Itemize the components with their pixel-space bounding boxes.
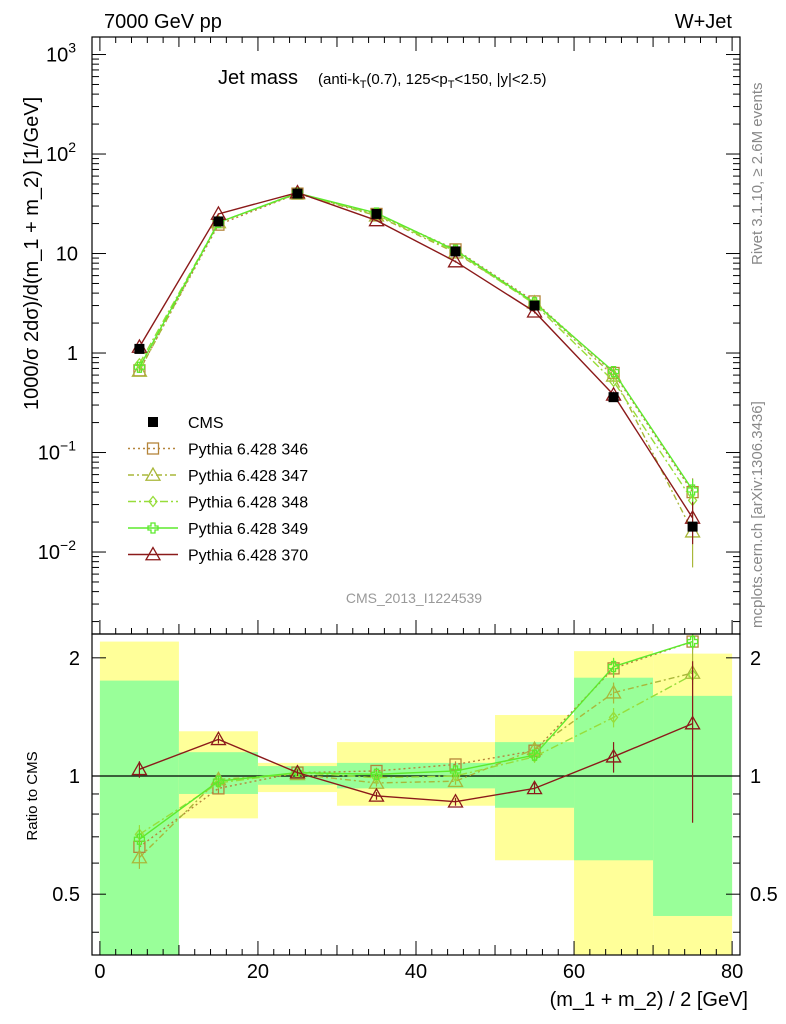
data-point — [371, 208, 382, 219]
main-series-line — [138, 192, 694, 491]
data-point — [687, 521, 698, 532]
ratio-xlabel: (m_1 + m_2) / 2 [GeV] — [550, 989, 748, 1011]
main-title-cuts: (anti-kT(0.7), 125<pT<150, |y|<2.5) — [318, 71, 547, 91]
main-point — [686, 484, 699, 496]
main-point — [608, 375, 619, 388]
legend-marker — [146, 442, 160, 455]
ratio-point — [528, 749, 541, 761]
legend-label: Pythia 6.428 346 — [188, 442, 308, 459]
main-title: Jet mass — [218, 67, 298, 89]
ratio-point — [450, 769, 461, 783]
legend-marker — [148, 495, 158, 508]
ratio-y-tick-label-right: 1 — [750, 766, 761, 788]
ratio-point — [131, 849, 148, 864]
ratio-point — [131, 761, 148, 776]
main-ylabel: 1000/σ 2dσ)/d(m_1 + m_2) [1/GeV] — [21, 97, 43, 410]
main-y-tick-label: 10 — [56, 244, 78, 266]
legend-marker — [147, 522, 159, 534]
main-y-tick-label: 103 — [46, 40, 76, 67]
ratio-series-line — [139, 722, 693, 803]
ratio-series-line — [138, 640, 693, 848]
legend-label: Pythia 6.428 370 — [188, 548, 308, 565]
ratio-point — [608, 711, 619, 724]
data-point — [529, 300, 540, 311]
ratio-series-line — [139, 640, 693, 840]
data-point — [134, 343, 145, 354]
ratio-point — [368, 787, 385, 802]
ratio-point — [605, 684, 622, 699]
ratio-point — [684, 715, 701, 730]
main-point — [607, 365, 620, 378]
legend-label: Pythia 6.428 347 — [188, 468, 308, 485]
ratio-point — [447, 793, 464, 808]
main-series-line — [138, 191, 694, 519]
main-y-tick-label: 10−1 — [38, 438, 76, 465]
x-tick-label: 80 — [721, 961, 743, 983]
mcplots-label: mcplots.cern.ch [arXiv:1306.3436] — [749, 401, 766, 628]
x-tick-label: 40 — [405, 961, 427, 983]
ratio-y-tick-label-left: 0.5 — [52, 884, 80, 906]
ratio-point — [607, 660, 620, 673]
main-panel — [131, 184, 701, 568]
main-point — [131, 362, 148, 377]
x-tick-label: 0 — [94, 961, 105, 983]
ratio-point — [449, 765, 462, 777]
header-left: 7000 GeV pp — [104, 11, 222, 33]
main-point — [133, 361, 146, 373]
rivet-version-label: Rivet 3.1.10, ≥ 2.6M events — [749, 83, 766, 266]
main-point — [447, 253, 464, 268]
analysis-watermark: CMS_2013_I1224539 — [346, 590, 482, 606]
x-tick-label: 60 — [563, 961, 585, 983]
ratio-point — [526, 780, 543, 795]
legend: CMS Pythia 6.428 346 Pythia 6.428 347 Pythi… — [128, 415, 308, 565]
ratio-point — [370, 768, 383, 780]
ratio-y-tick-label-left: 1 — [69, 766, 80, 788]
main-point — [526, 303, 543, 318]
ratio-series-line — [139, 674, 693, 835]
ratio-point — [447, 772, 464, 788]
main-y-tick-label: 102 — [46, 139, 76, 166]
legend-marker-data — [148, 417, 158, 427]
ratio-point — [212, 775, 225, 787]
data-point — [213, 216, 224, 227]
header-right: W+Jet — [675, 11, 733, 33]
main-frame — [91, 36, 741, 635]
main-point — [368, 212, 385, 227]
data-point — [292, 188, 303, 199]
main-y-tick-label: 1 — [67, 343, 78, 365]
ratio-point — [133, 833, 146, 845]
ratio-panel — [131, 634, 701, 869]
legend-label: Pythia 6.428 349 — [188, 521, 308, 538]
ratio-y-tick-label-right: 0.5 — [750, 884, 778, 906]
legend-label: CMS — [188, 415, 224, 432]
x-tick-label: 20 — [247, 961, 269, 983]
data-point — [450, 246, 461, 257]
legend-label: Pythia 6.428 348 — [188, 495, 308, 512]
ratio-y-tick-label-right: 2 — [750, 648, 761, 670]
main-y-tick-label: 10−2 — [38, 537, 76, 564]
main-series-line — [138, 192, 694, 501]
ratio-point — [686, 635, 699, 648]
ratio-point — [605, 748, 622, 763]
ratio-point — [210, 731, 227, 746]
ratio-y-tick-label-left: 2 — [69, 648, 80, 670]
band-green — [99, 680, 179, 955]
ratio-ylabel: Ratio to CMS — [24, 751, 41, 840]
legend-marker — [144, 546, 162, 561]
data-point — [608, 392, 619, 403]
ratio-series-line — [138, 672, 693, 859]
legend-marker — [144, 466, 162, 481]
ratio-point — [289, 764, 306, 779]
